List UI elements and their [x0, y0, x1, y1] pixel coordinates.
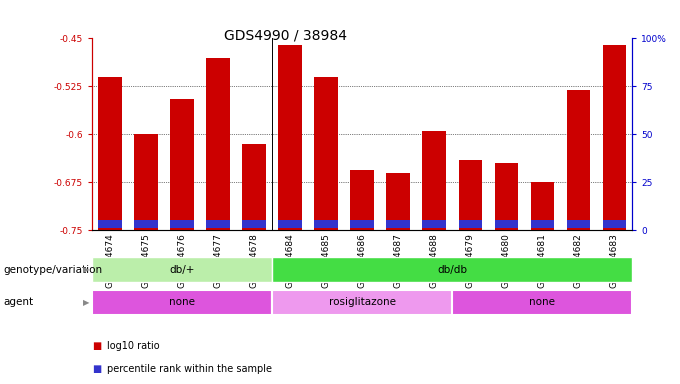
Bar — [602, 220, 626, 228]
Bar — [98, 220, 122, 228]
Text: percentile rank within the sample: percentile rank within the sample — [107, 364, 272, 374]
Bar — [278, 220, 302, 228]
Bar — [278, 45, 302, 230]
Text: rosiglitazone: rosiglitazone — [328, 297, 396, 308]
Bar — [98, 77, 122, 230]
Bar — [170, 220, 194, 228]
Bar — [386, 173, 410, 230]
Bar — [386, 220, 410, 228]
Bar — [452, 290, 632, 315]
Text: none: none — [529, 297, 556, 308]
Bar — [458, 220, 482, 228]
Bar — [272, 257, 632, 282]
Bar — [566, 89, 590, 230]
Bar — [566, 220, 590, 228]
Text: genotype/variation: genotype/variation — [3, 265, 103, 275]
Bar — [314, 77, 338, 230]
Text: ▶: ▶ — [83, 265, 90, 275]
Bar — [170, 99, 194, 230]
Bar — [602, 45, 626, 230]
Bar — [494, 220, 518, 228]
Bar — [92, 257, 272, 282]
Bar — [350, 220, 374, 228]
Bar — [494, 163, 518, 230]
Bar — [422, 220, 446, 228]
Text: agent: agent — [3, 297, 33, 307]
Bar — [458, 160, 482, 230]
Bar — [422, 131, 446, 230]
Bar — [242, 144, 266, 230]
Text: GDS4990 / 38984: GDS4990 / 38984 — [224, 29, 347, 43]
Text: log10 ratio: log10 ratio — [107, 341, 159, 351]
Text: ■: ■ — [92, 341, 101, 351]
Bar — [530, 182, 554, 230]
Bar — [350, 170, 374, 230]
Bar — [92, 290, 272, 315]
Bar — [206, 58, 230, 230]
Bar — [134, 220, 158, 228]
Bar — [314, 220, 338, 228]
Bar — [206, 220, 230, 228]
Text: ■: ■ — [92, 364, 101, 374]
Bar — [242, 220, 266, 228]
Text: ▶: ▶ — [83, 298, 90, 307]
Text: db/+: db/+ — [169, 265, 194, 275]
Bar — [134, 134, 158, 230]
Text: db/db: db/db — [437, 265, 467, 275]
Bar — [272, 290, 452, 315]
Bar — [530, 220, 554, 228]
Text: none: none — [169, 297, 195, 308]
